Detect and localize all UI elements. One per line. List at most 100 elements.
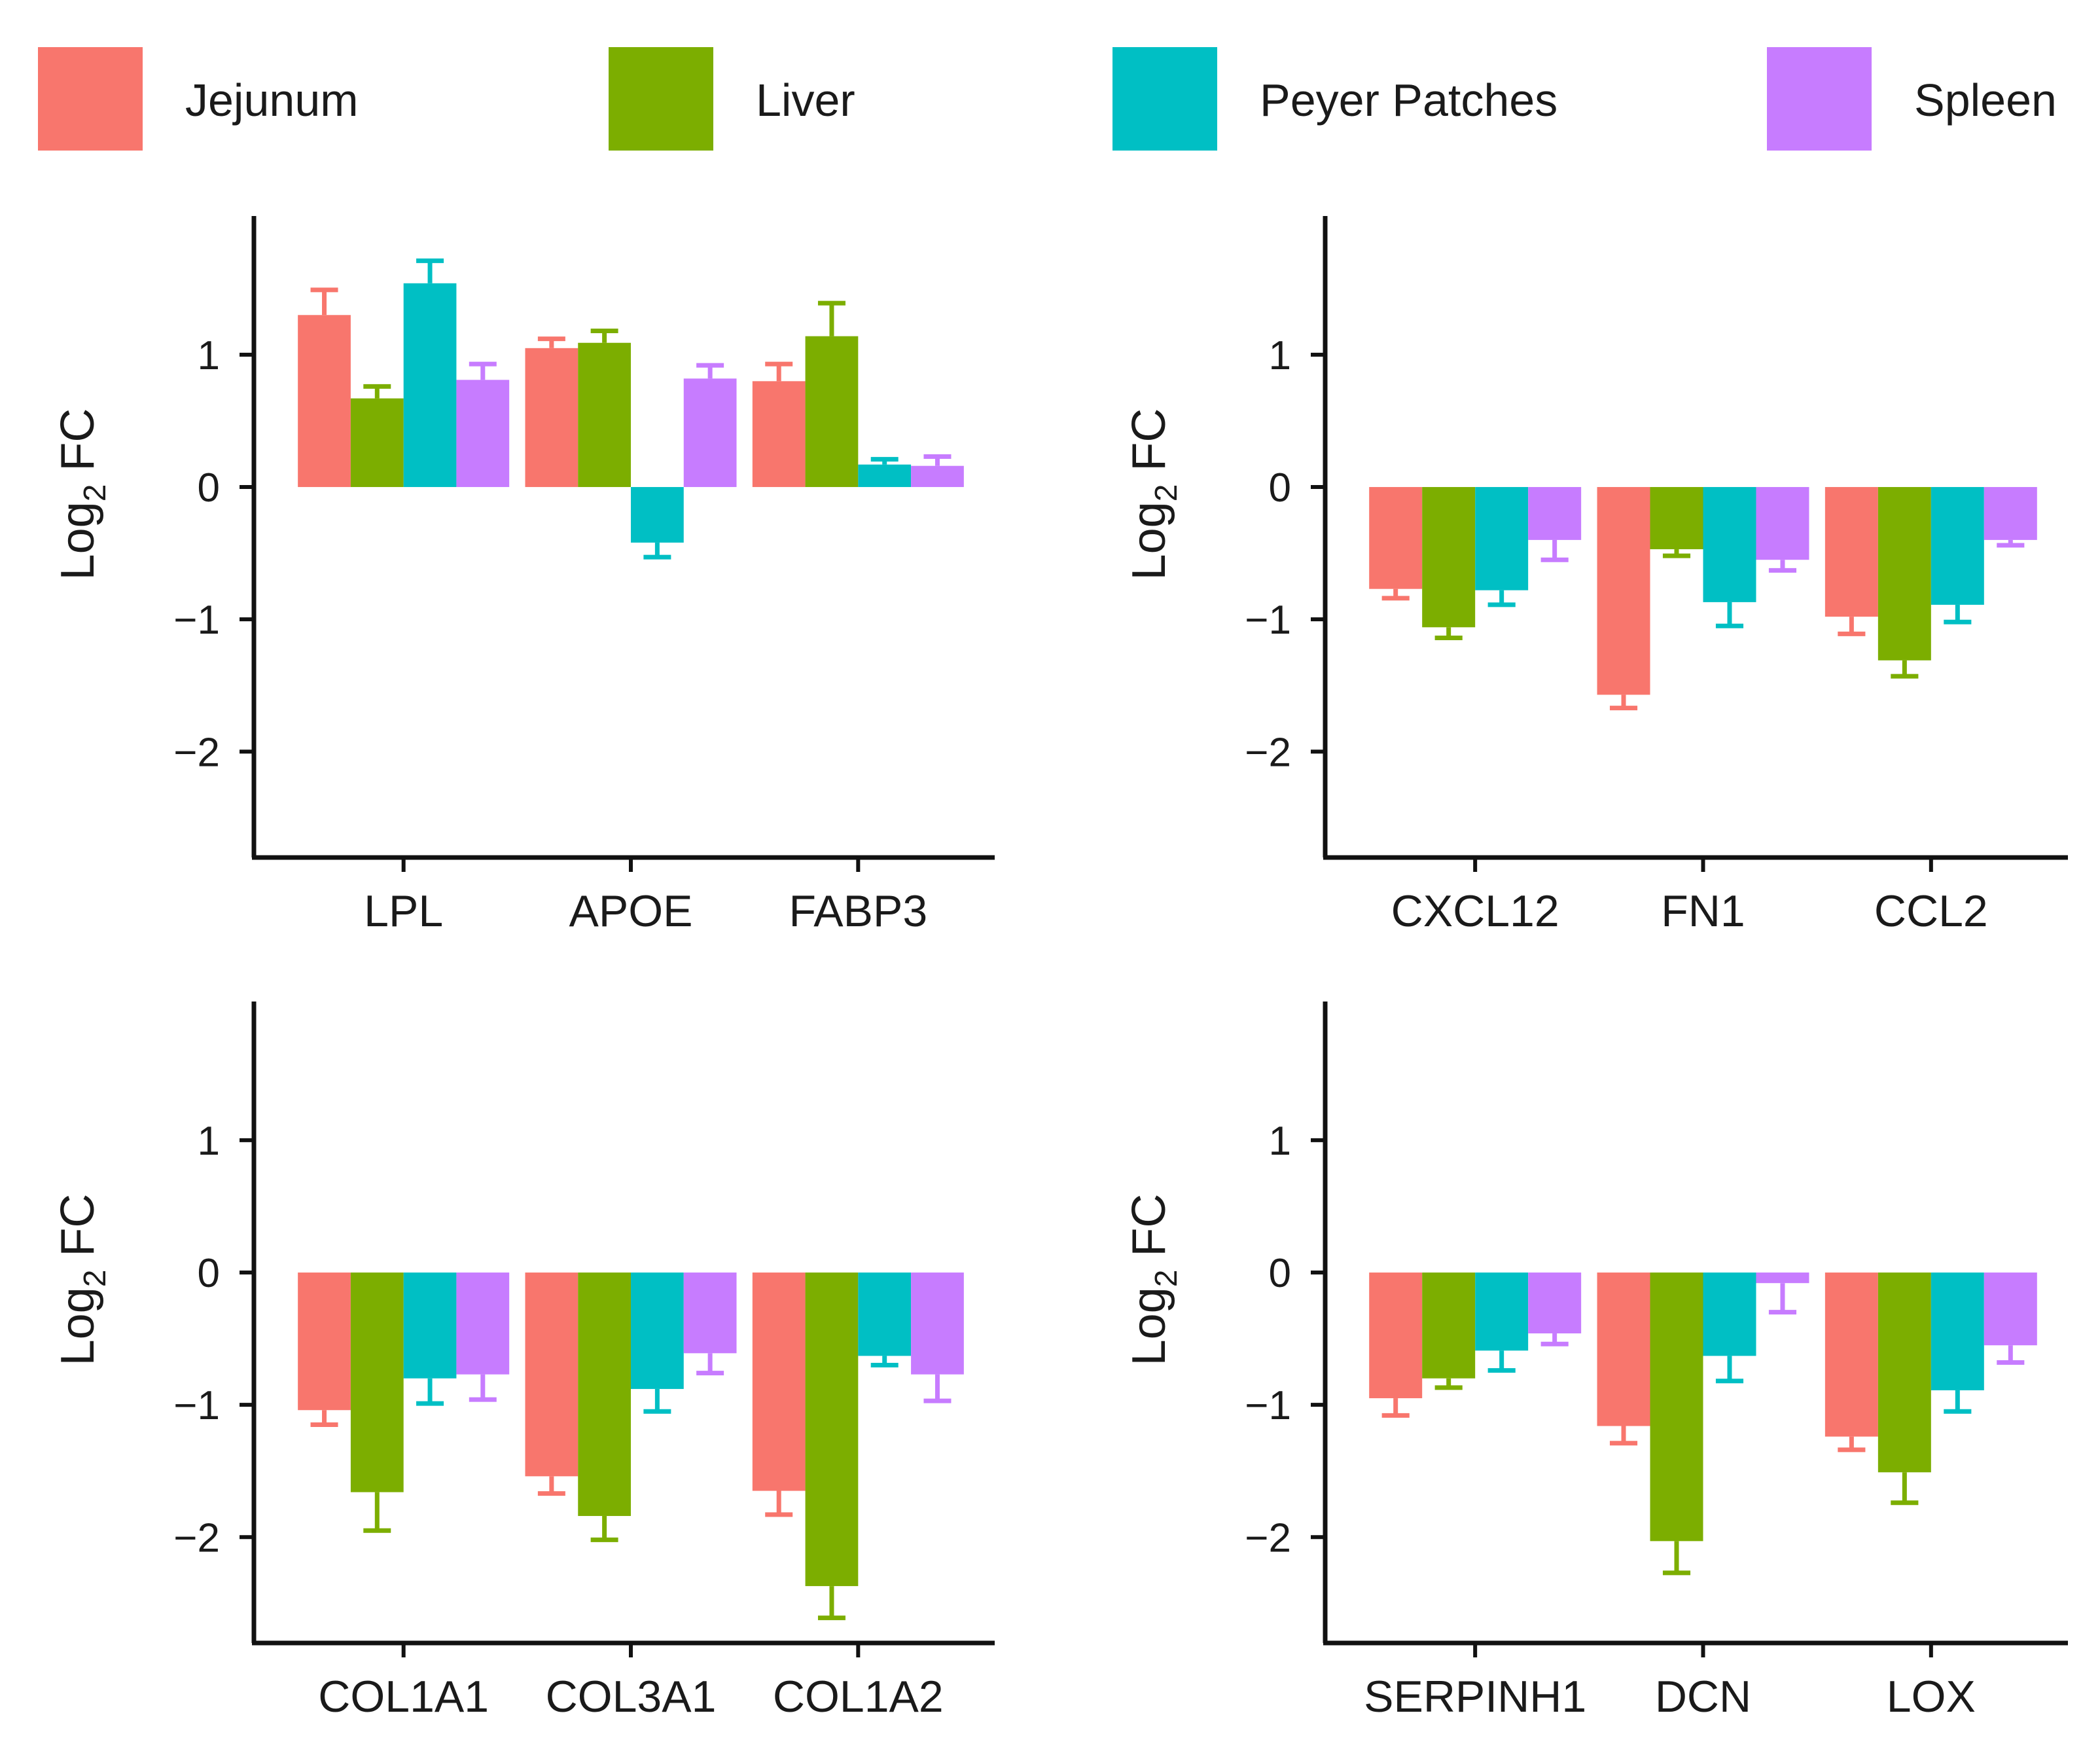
- bar-col1a2-spleen: [911, 1273, 964, 1375]
- x-tick-label: LOX: [1887, 1672, 1976, 1722]
- bar-dcn-jejunum: [1597, 1273, 1650, 1426]
- bar-col1a2-peyer-patches: [858, 1273, 912, 1356]
- bar-apoe-jejunum: [525, 348, 578, 488]
- bar-fn1-spleen: [1756, 487, 1809, 560]
- bar-serpinh1-peyer-patches: [1475, 1273, 1529, 1351]
- legend-swatch-spleen: [1767, 47, 1872, 151]
- y-tick-label: −2: [1245, 730, 1291, 775]
- bar-lox-liver: [1878, 1273, 1931, 1473]
- y-tick-label: 0: [198, 1251, 220, 1296]
- legend-label: Peyer Patches: [1260, 75, 1557, 126]
- bar-col1a1-peyer-patches: [403, 1273, 457, 1379]
- bar-ccl2-peyer-patches: [1931, 487, 1984, 605]
- bar-fn1-jejunum: [1597, 487, 1650, 695]
- x-tick-label: FN1: [1661, 886, 1745, 936]
- bar-fabp3-jejunum: [752, 381, 806, 488]
- bar-col1a1-liver: [350, 1273, 404, 1492]
- x-tick-label: COL1A2: [773, 1672, 944, 1722]
- x-tick-label: CXCL12: [1391, 886, 1559, 936]
- x-tick-label: CCL2: [1874, 886, 1988, 936]
- bar-fn1-peyer-patches: [1703, 487, 1756, 602]
- y-tick-label: 1: [198, 333, 220, 378]
- bar-apoe-spleen: [683, 378, 737, 488]
- bar-lox-peyer-patches: [1931, 1273, 1984, 1390]
- bar-ccl2-jejunum: [1824, 487, 1878, 617]
- x-tick-label: COL1A1: [318, 1672, 489, 1722]
- bar-serpinh1-liver: [1422, 1273, 1476, 1379]
- legend-label: Spleen: [1914, 75, 2057, 126]
- bar-col1a2-liver: [805, 1273, 859, 1587]
- chart-panel-3: 1 0 −1 −2 Log2 FC COL1A1 COL3A1 COL1A2: [52, 1002, 995, 1722]
- y-tick-label: 1: [198, 1119, 220, 1164]
- bar-cxcl12-liver: [1422, 487, 1476, 628]
- legend-label: Liver: [756, 75, 855, 126]
- bar-lpl-spleen: [456, 380, 510, 488]
- x-tick-label: SERPINH1: [1364, 1672, 1586, 1722]
- bar-lpl-peyer-patches: [403, 283, 457, 488]
- bar-fabp3-spleen: [911, 465, 964, 488]
- y-axis-title: Log2 FC: [1123, 1194, 1184, 1366]
- legend-swatch-liver: [609, 47, 713, 151]
- bar-dcn-peyer-patches: [1703, 1273, 1756, 1356]
- y-axis-title-suffix: FC: [1123, 408, 1175, 484]
- y-axis-title-main: Log: [1123, 1287, 1175, 1365]
- bar-col1a2-jejunum: [752, 1273, 806, 1491]
- bar-apoe-peyer-patches: [631, 487, 684, 543]
- bar-col3a1-liver: [578, 1273, 631, 1516]
- y-tick-label: −1: [1245, 598, 1291, 643]
- bar-cxcl12-peyer-patches: [1475, 487, 1529, 590]
- y-axis-title-main: Log: [1123, 501, 1175, 580]
- bar-col1a1-jejunum: [298, 1273, 351, 1411]
- bar-fabp3-liver: [805, 336, 859, 488]
- y-axis-title-suffix: FC: [52, 1194, 104, 1270]
- bar-cxcl12-jejunum: [1369, 487, 1423, 589]
- x-tick-label: APOE: [569, 886, 693, 936]
- bar-col3a1-jejunum: [525, 1273, 578, 1477]
- bar-ccl2-spleen: [1984, 487, 2037, 540]
- y-tick-label: 0: [1269, 1251, 1291, 1296]
- y-axis-title-main: Log: [52, 501, 104, 580]
- x-tick-label: DCN: [1655, 1672, 1751, 1722]
- legend: Jejunum Liver Peyer Patches Spleen: [38, 47, 2057, 151]
- y-axis-title-main: Log: [52, 1287, 104, 1365]
- bar-lox-spleen: [1984, 1273, 2037, 1346]
- y-axis-title: Log2 FC: [1123, 408, 1184, 581]
- y-axis-title-subscript: 2: [1149, 1270, 1184, 1288]
- bar-serpinh1-jejunum: [1369, 1273, 1423, 1399]
- bar-serpinh1-spleen: [1528, 1273, 1582, 1334]
- chart-panel-1: 1 0 −1 −2 Log2 FC LPL APOE FABP3: [52, 216, 995, 936]
- bar-dcn-liver: [1650, 1273, 1703, 1542]
- x-tick-label: COL3A1: [546, 1672, 717, 1722]
- y-tick-label: 1: [1269, 1119, 1291, 1164]
- y-tick-label: −1: [173, 1383, 220, 1428]
- y-tick-label: 1: [1269, 333, 1291, 378]
- bar-lpl-liver: [350, 398, 404, 488]
- y-axis-title-suffix: FC: [52, 408, 104, 484]
- y-axis-title-suffix: FC: [1123, 1194, 1175, 1270]
- x-tick-label: LPL: [364, 886, 443, 936]
- bar-fabp3-peyer-patches: [858, 464, 912, 488]
- y-tick-label: −1: [1245, 1383, 1291, 1428]
- bar-lpl-jejunum: [298, 315, 351, 488]
- y-axis-title-subscript: 2: [1149, 484, 1184, 502]
- legend-swatch-jejunum: [38, 47, 143, 151]
- bar-lox-jejunum: [1824, 1273, 1878, 1437]
- y-axis-title-subscript: 2: [78, 484, 113, 502]
- bar-col3a1-spleen: [683, 1273, 737, 1354]
- bar-col1a1-spleen: [456, 1273, 510, 1375]
- y-tick-label: 0: [198, 465, 220, 511]
- y-tick-label: −2: [173, 1515, 220, 1561]
- bar-ccl2-liver: [1878, 487, 1931, 660]
- legend-swatch-peyer-patches: [1112, 47, 1217, 151]
- bar-cxcl12-spleen: [1528, 487, 1582, 540]
- y-axis-title: Log2 FC: [52, 1194, 113, 1366]
- bar-apoe-liver: [578, 342, 631, 488]
- chart-panel-4: 1 0 −1 −2 Log2 FC SERPINH1 DCN LOX: [1123, 1002, 2068, 1722]
- y-axis-title-subscript: 2: [78, 1270, 113, 1288]
- legend-label: Jejunum: [185, 75, 359, 126]
- y-tick-label: −2: [173, 730, 220, 775]
- bar-col3a1-peyer-patches: [631, 1273, 684, 1389]
- y-tick-label: 0: [1269, 465, 1291, 511]
